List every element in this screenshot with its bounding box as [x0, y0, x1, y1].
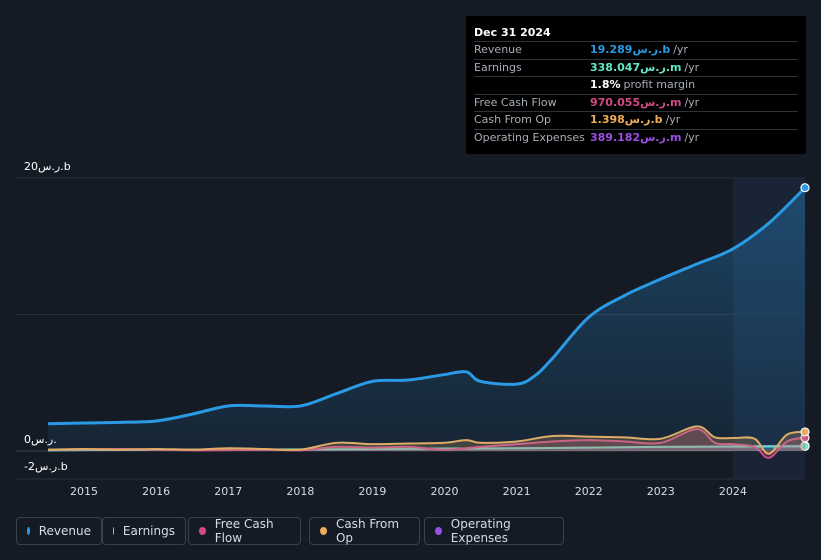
tooltip-row-label: Cash From Op	[474, 113, 552, 126]
series-endpoint-revenue	[800, 183, 810, 193]
legend-item-revenue[interactable]: Revenue	[16, 517, 102, 545]
tooltip-row-value: 389.182ر.س.m	[590, 130, 682, 144]
legend-dot-icon	[113, 527, 114, 535]
x-tick-label: 2017	[214, 485, 242, 498]
x-tick-label: 2019	[358, 485, 386, 498]
tooltip-row-unit: /yr	[684, 130, 700, 144]
x-tick-label: 2015	[70, 485, 98, 498]
tooltip-row: Revenue 19.289ر.س.b/yr	[474, 41, 798, 59]
tooltip-row-value: 970.055ر.س.m	[590, 95, 682, 109]
tooltip-row-unit: profit margin	[623, 78, 696, 91]
tooltip-row-unit: /yr	[665, 113, 681, 126]
tooltip-row: Free Cash Flow 970.055ر.س.m/yr	[474, 93, 798, 112]
x-tick-label: 2024	[719, 485, 747, 498]
tooltip-row-unit: /yr	[684, 60, 700, 74]
tooltip-row-value: 1.398ر.س.b	[590, 113, 663, 126]
tooltip-row: Operating Expenses 389.182ر.س.m/yr	[474, 128, 798, 147]
legend-dot-icon	[435, 527, 442, 535]
tooltip-row-value: 338.047ر.س.m	[590, 60, 682, 74]
tooltip-row: 1.8% profit margin	[474, 76, 798, 94]
legend-item-cash-from-op[interactable]: Cash From Op	[309, 517, 420, 545]
legend-label: Earnings	[122, 524, 175, 538]
legend-dot-icon	[320, 527, 327, 535]
x-tick-label: 2022	[575, 485, 603, 498]
legend-label: Free Cash Flow	[214, 517, 274, 545]
y-axis-zero-label: 0ر.س.	[24, 433, 57, 446]
tooltip-row: Cash From Op 1.398ر.س.b/yr	[474, 111, 798, 129]
legend-item-free-cash-flow[interactable]: Free Cash Flow	[188, 517, 301, 545]
tooltip-row-unit: /yr	[684, 95, 700, 109]
tooltip-row-label: Operating Expenses	[474, 130, 585, 144]
legend-item-operating-expenses[interactable]: Operating Expenses	[424, 517, 564, 545]
y-axis-top-label: 20ر.س.b	[24, 160, 71, 173]
data-tooltip: Dec 31 2024 Revenue 19.289ر.س.b/yr Earning…	[466, 16, 806, 154]
tooltip-row-label	[474, 77, 590, 94]
tooltip-row-value: 1.8%	[590, 78, 621, 91]
legend-item-earnings[interactable]: Earnings	[102, 517, 186, 545]
series-area-revenue	[48, 187, 805, 452]
x-tick-label: 2021	[503, 485, 531, 498]
legend-dot-icon	[27, 527, 30, 535]
tooltip-date: Dec 31 2024	[474, 26, 551, 39]
x-tick-label: 2020	[431, 485, 459, 498]
tooltip-row-label: Earnings	[474, 60, 522, 74]
tooltip-row-unit: /yr	[673, 43, 688, 56]
legend-dot-icon	[199, 527, 206, 535]
x-tick-label: 2016	[142, 485, 170, 498]
y-axis-negative-label: -2ر.س.b	[24, 460, 68, 473]
tooltip-row-label: Revenue	[474, 43, 522, 56]
tooltip-row-value: 19.289ر.س.b	[590, 43, 671, 56]
tooltip-row: Earnings 338.047ر.س.m/yr	[474, 58, 798, 77]
series-line-revenue	[47, 186, 807, 426]
x-tick-label: 2023	[647, 485, 675, 498]
legend-label: Operating Expenses	[450, 517, 511, 545]
legend-label: Revenue	[38, 524, 91, 538]
legend-label: Cash From Op	[335, 517, 400, 545]
x-tick-label: 2018	[286, 485, 314, 498]
tooltip-row-label: Free Cash Flow	[474, 95, 557, 109]
